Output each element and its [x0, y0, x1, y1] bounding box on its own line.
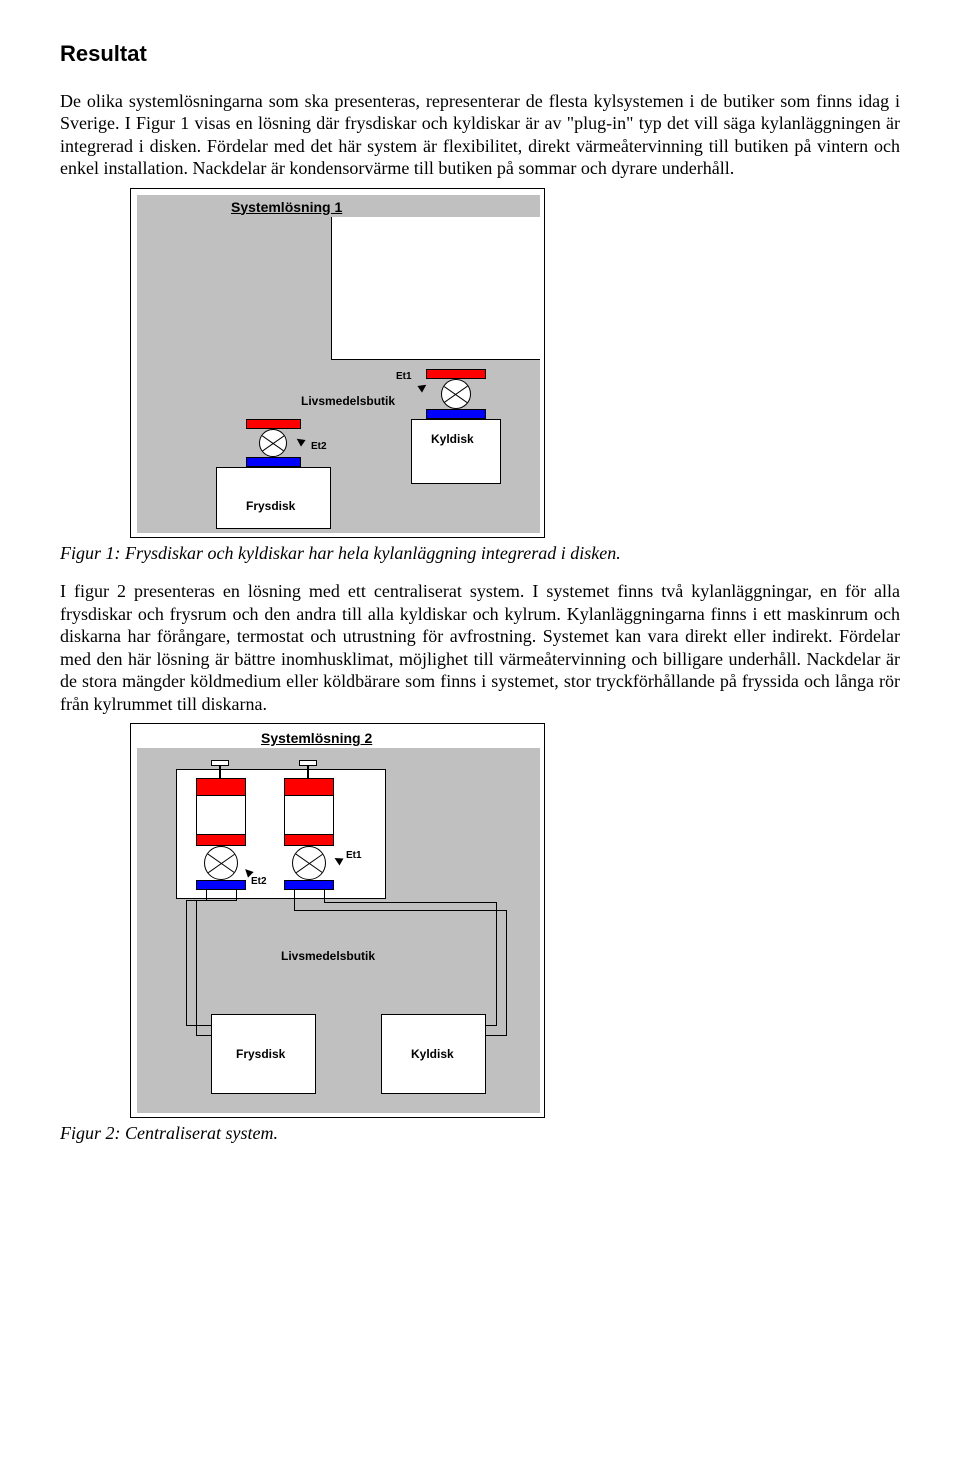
figure-2-caption: Figur 2: Centraliserat system. [60, 1122, 900, 1145]
fig1-frysdisk-fan-icon [259, 429, 287, 457]
fig2-comp1-fan-icon [204, 846, 238, 880]
page-title: Resultat [60, 40, 900, 68]
fig2-pipe-l-down2 [186, 900, 187, 1025]
fig1-kyldisk-bluebar [426, 409, 486, 419]
fig1-frysdisk-box [216, 467, 331, 529]
fig2-pipe-r2-down2 [506, 910, 507, 1035]
fig1-kyldisk-fan-icon [441, 379, 471, 409]
fig2-pipe-r-down2 [496, 902, 497, 1025]
fig1-frysdisk-label: Frysdisk [246, 499, 295, 514]
figure-1-caption: Figur 1: Frysdiskar och kyldiskar har he… [60, 542, 900, 565]
fig2-pipe-l-down1 [206, 890, 207, 900]
fig1-frysdisk-redbar [246, 419, 301, 429]
fig1-frysdisk-bluebar [246, 457, 301, 467]
paragraph-2: I figur 2 presenteras en lösning med ett… [60, 580, 900, 715]
fig2-pipe-l2-down2 [196, 900, 197, 1035]
fig2-frysdisk-label: Frysdisk [236, 1047, 285, 1062]
fig2-pipe-l2-h2 [196, 1035, 211, 1036]
fig2-pipe-r-down1 [324, 890, 325, 902]
fig2-comp1-mid-red [196, 834, 246, 846]
fig1-et2-label: Et2 [311, 441, 327, 454]
fig2-comp2-fan-icon [292, 846, 326, 880]
figure-1-container: Systemlösning 1 Kyldisk Et1 Livsmedelsbu… [130, 188, 900, 538]
fig2-comp1-mid [196, 796, 246, 834]
fig2-title: Systemlösning 2 [261, 730, 372, 748]
fig2-kyldisk-label: Kyldisk [411, 1047, 454, 1062]
fig1-kyldisk-box [411, 419, 501, 484]
fig2-comp2-blue [284, 880, 334, 890]
fig2-store-label: Livsmedelsbutik [281, 949, 375, 964]
fig2-comp2-top-red [284, 778, 334, 796]
figure-2-container: Systemlösning 2 Et1 Et2 Livsmedelsbutik … [130, 723, 900, 1118]
fig1-gray-area-top [137, 195, 332, 360]
fig2-comp2-mid [284, 796, 334, 834]
fig2-et1-label: Et1 [346, 850, 362, 863]
fig2-valve-2-stem [307, 766, 309, 778]
fig1-kyldisk-redbar [426, 369, 486, 379]
paragraph-1: De olika systemlösningarna som ska prese… [60, 90, 900, 180]
figure-1-box: Systemlösning 1 Kyldisk Et1 Livsmedelsbu… [130, 188, 545, 538]
fig2-et2-label: Et2 [251, 876, 267, 889]
figure-2-box: Systemlösning 2 Et1 Et2 Livsmedelsbutik … [130, 723, 545, 1118]
fig1-store-label: Livsmedelsbutik [301, 394, 395, 409]
fig2-pipe-l2-h1 [196, 900, 237, 901]
fig2-pipe-r2-h2 [486, 1035, 507, 1036]
fig1-title: Systemlösning 1 [231, 199, 342, 217]
fig1-gray-area-topright-strip [331, 195, 540, 217]
fig2-pipe-r2-down1 [294, 890, 295, 910]
fig2-pipe-l-h2 [186, 1025, 211, 1026]
fig1-et1-label: Et1 [396, 371, 412, 384]
fig1-white-recess [331, 217, 540, 360]
fig2-comp1-blue [196, 880, 246, 890]
fig2-pipe-r-h2 [486, 1025, 497, 1026]
fig2-comp1-top-red [196, 778, 246, 796]
fig2-valve-1-stem [219, 766, 221, 778]
fig2-pipe-r2-h1 [294, 910, 506, 911]
fig2-pipe-r-h1 [324, 902, 496, 903]
fig1-kyldisk-label: Kyldisk [431, 432, 474, 447]
fig2-pipe-l2-down1 [236, 890, 237, 900]
fig2-comp2-mid-red [284, 834, 334, 846]
